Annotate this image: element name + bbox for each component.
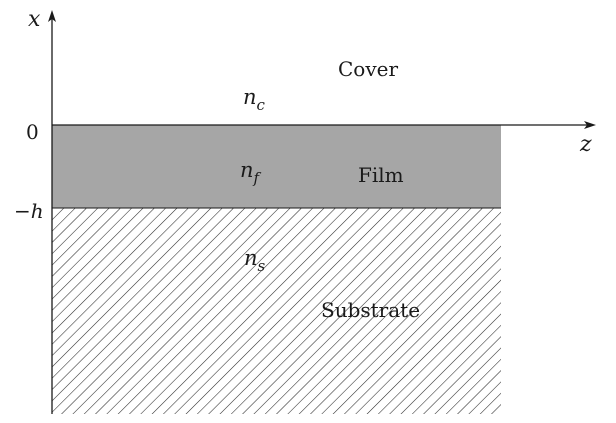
substrate-index-subscript: s — [258, 257, 266, 275]
film-index: nf — [240, 158, 262, 187]
substrate-region — [52, 208, 501, 414]
substrate-label: Substrate — [321, 298, 420, 322]
film-label: Film — [358, 163, 404, 187]
cover-label: Cover — [338, 57, 398, 81]
substrate-index-symbol: n — [244, 246, 258, 270]
x-axis-arrowhead — [48, 10, 56, 22]
z-axis-arrowhead — [584, 121, 596, 129]
cover-index: nc — [243, 85, 266, 114]
tick-label-zero: 0 — [26, 120, 39, 144]
cover-index-symbol: n — [243, 85, 257, 109]
cover-index-subscript: c — [257, 96, 266, 114]
substrate-index: ns — [244, 246, 266, 275]
tick-label-minus-h: −h — [14, 199, 44, 223]
x-axis-label: x — [28, 7, 41, 32]
film-region — [52, 125, 501, 208]
film-index-symbol: n — [240, 158, 254, 182]
film-index-subscript: f — [253, 169, 262, 187]
z-axis-label: z — [579, 132, 592, 157]
